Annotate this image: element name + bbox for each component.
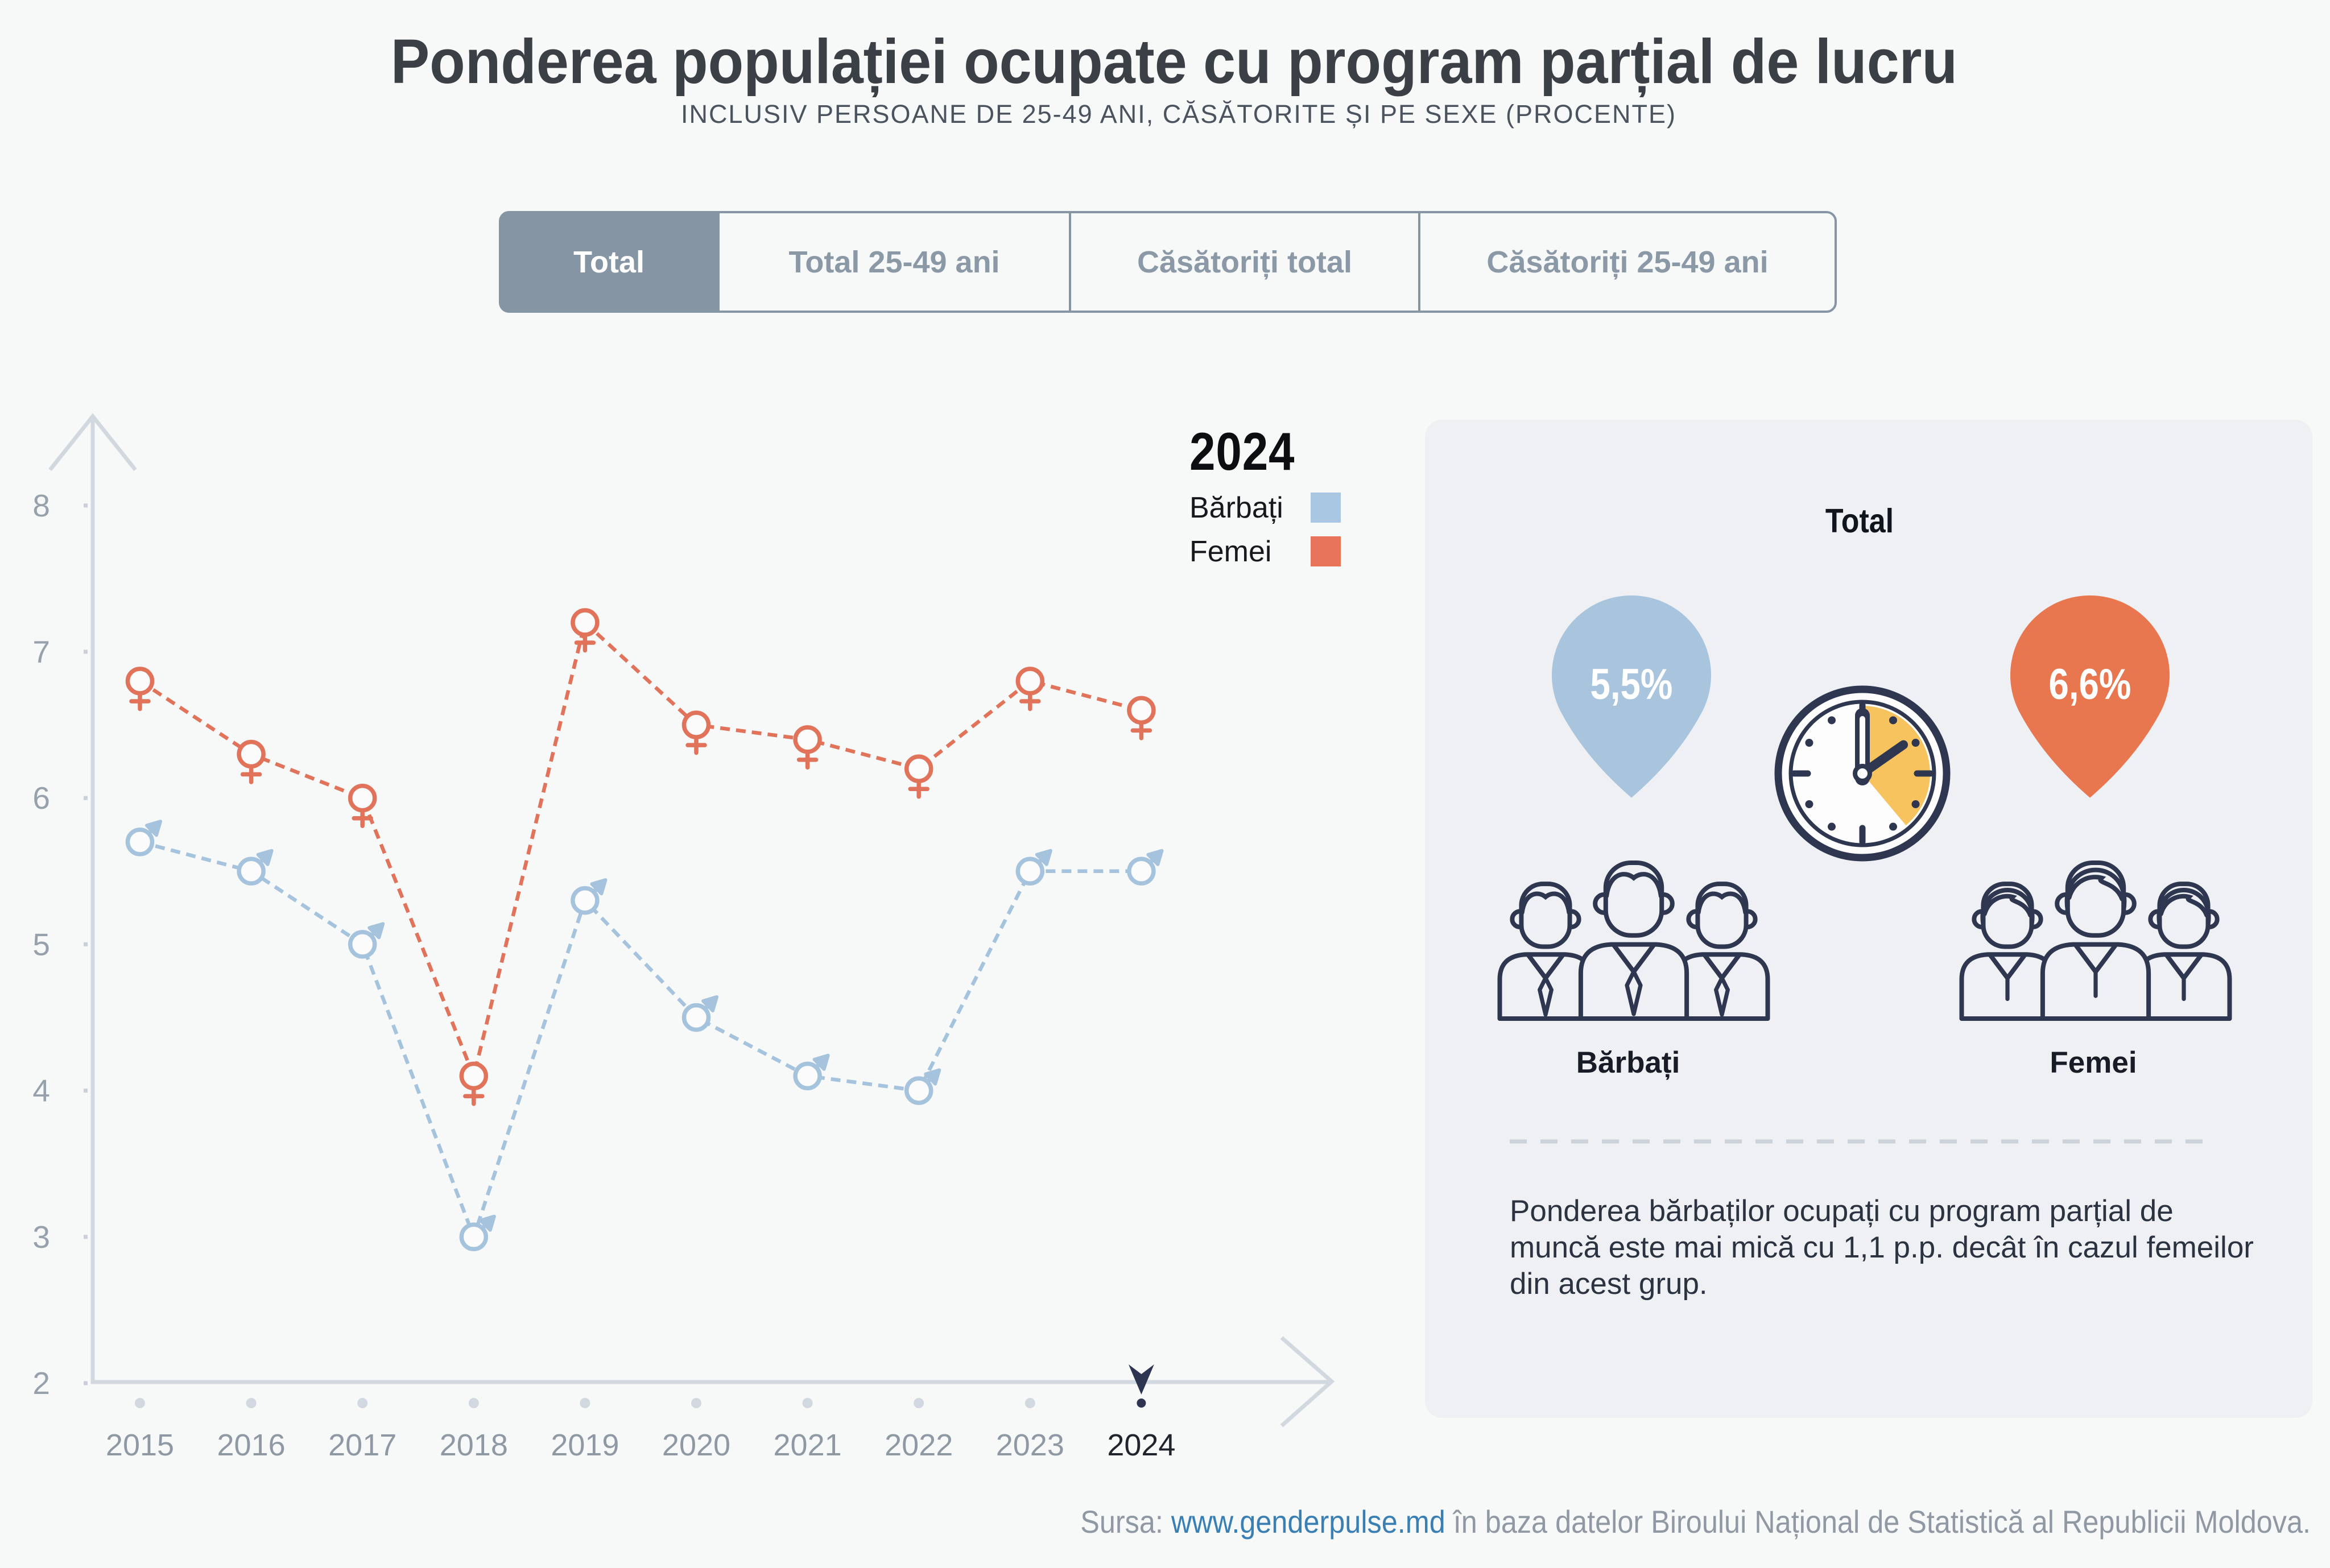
- x-tick-dot-2019: [580, 1398, 590, 1408]
- x-tick-label-2021[interactable]: 2021: [774, 1428, 842, 1462]
- tab-married-total[interactable]: Căsătoriți total: [1069, 213, 1418, 311]
- marker-male-2016: [237, 849, 274, 886]
- page-subtitle: INCLUSIV PERSOANE DE 25-49 ANI, CĂSĂTORI…: [680, 100, 1677, 129]
- men-group-icon: [1497, 860, 1770, 1021]
- clock-icon: [1774, 685, 1951, 862]
- x-tick-label-2018[interactable]: 2018: [440, 1428, 508, 1462]
- summary-panel: 5,5% 6,6% Total Bărbați Femei Ponderea bă…: [1425, 420, 2312, 1418]
- y-tick-8: [84, 503, 88, 508]
- y-tick-label-6: 6: [32, 780, 50, 816]
- marker-female-2018: [459, 1061, 489, 1106]
- source-line: Sursa: www.genderpulse.md în baza datelo…: [775, 1503, 2311, 1540]
- x-tick-label-2022[interactable]: 2022: [885, 1428, 953, 1462]
- legend-item-men: Bărbați: [1189, 486, 1341, 529]
- panel-title: Total: [1825, 502, 1894, 540]
- x-tick-dot-2024: [1137, 1399, 1146, 1408]
- series-line-female: [139, 619, 1142, 1082]
- marker-male-2024: [1127, 849, 1164, 886]
- y-tick-2: [84, 1381, 88, 1385]
- marker-female-2017: [348, 783, 377, 828]
- legend-item-women: Femei: [1189, 529, 1341, 573]
- category-tabs: Total Total 25-49 ani Căsătoriți total C…: [499, 211, 1837, 313]
- women-percentage-pin-icon: 6,6%: [2010, 595, 2170, 798]
- source-prefix: Sursa:: [1080, 1504, 1171, 1540]
- marker-male-2023: [1015, 849, 1052, 886]
- page-title: Ponderea populației ocupate cu program p…: [390, 27, 1958, 97]
- x-tick-label-2017[interactable]: 2017: [328, 1428, 396, 1462]
- source-link[interactable]: www.genderpulse.md: [1171, 1504, 1445, 1540]
- panel-label-women: Femei: [2050, 1046, 2137, 1079]
- marker-female-2020: [681, 710, 711, 755]
- marker-male-2017: [348, 922, 385, 959]
- marker-female-2015: [125, 667, 155, 711]
- x-tick-dot-2020: [691, 1398, 701, 1408]
- x-axis-arrow-icon: [1280, 1336, 1335, 1428]
- legend-swatch-men-icon: [1311, 493, 1341, 523]
- legend-label-men: Bărbați: [1189, 491, 1283, 524]
- panel-label-men: Bărbați: [1576, 1046, 1680, 1079]
- x-tick-label-2016[interactable]: 2016: [217, 1428, 286, 1462]
- marker-male-2018: [459, 1214, 496, 1252]
- summary-panel-graphics: 5,5% 6,6%: [1497, 595, 2232, 1144]
- x-tick-dot-2023: [1024, 1398, 1035, 1408]
- marker-male-2021: [793, 1053, 830, 1091]
- y-tick-5: [84, 942, 88, 946]
- marker-female-2024: [1127, 696, 1156, 740]
- x-tick-label-2023[interactable]: 2023: [996, 1428, 1064, 1462]
- x-tick-dot-2018: [468, 1398, 479, 1408]
- legend-year: 2024: [1189, 421, 1295, 481]
- marker-female-2022: [904, 754, 933, 799]
- marker-female-2016: [237, 739, 266, 784]
- svg-text:5,5%: 5,5%: [1590, 660, 1673, 709]
- marker-male-2015: [125, 820, 163, 857]
- x-tick-dot-2015: [135, 1398, 145, 1408]
- x-tick-label-2020[interactable]: 2020: [662, 1428, 730, 1462]
- y-tick-label-2: 2: [32, 1366, 50, 1401]
- women-group-icon: [1959, 860, 2232, 1021]
- y-tick-label-4: 4: [32, 1073, 50, 1108]
- tab-total-25-49[interactable]: Total 25-49 ani: [717, 213, 1069, 311]
- legend-swatch-women-icon: [1311, 536, 1341, 566]
- x-tick-dot-2021: [802, 1398, 813, 1408]
- marker-male-2022: [904, 1068, 941, 1105]
- y-tick-label-3: 3: [32, 1219, 50, 1255]
- y-tick-4: [84, 1089, 88, 1093]
- legend-label-women: Femei: [1189, 535, 1272, 568]
- marker-female-2023: [1015, 667, 1045, 711]
- x-tick-label-2024[interactable]: 2024: [1107, 1428, 1175, 1462]
- y-tick-7: [84, 649, 88, 654]
- x-tick-label-2015[interactable]: 2015: [106, 1428, 174, 1462]
- men-percentage-pin-icon: 5,5%: [1552, 595, 1711, 798]
- y-tick-label-8: 8: [32, 488, 50, 523]
- marker-male-2019: [571, 878, 608, 915]
- x-tick-label-2019[interactable]: 2019: [551, 1428, 619, 1462]
- svg-text:6,6%: 6,6%: [2049, 660, 2131, 709]
- series-line-male: [139, 840, 1142, 1243]
- marker-female-2021: [793, 725, 822, 770]
- y-tick-3: [84, 1235, 88, 1239]
- tab-total[interactable]: Total: [501, 213, 717, 311]
- y-tick-6: [84, 796, 88, 800]
- x-tick-dot-2016: [246, 1398, 257, 1408]
- x-tick-dot-2017: [357, 1398, 368, 1408]
- marker-female-2019: [571, 608, 600, 653]
- y-tick-label-7: 7: [32, 634, 50, 669]
- source-suffix: în baza datelor Biroului Național de Sta…: [1445, 1504, 2311, 1540]
- x-tick-dot-2022: [914, 1398, 924, 1408]
- selected-year-cursor-icon: [1128, 1364, 1154, 1395]
- chart-legend: 2024 Bărbați Femei: [1189, 421, 1341, 573]
- marker-male-2020: [681, 995, 719, 1032]
- tab-married-25-49[interactable]: Căsătoriți 25-49 ani: [1418, 213, 1835, 311]
- panel-note: Ponderea bărbaților ocupați cu program p…: [1510, 1194, 2254, 1301]
- y-axis-arrow-icon: [48, 413, 137, 471]
- y-tick-label-5: 5: [32, 926, 50, 962]
